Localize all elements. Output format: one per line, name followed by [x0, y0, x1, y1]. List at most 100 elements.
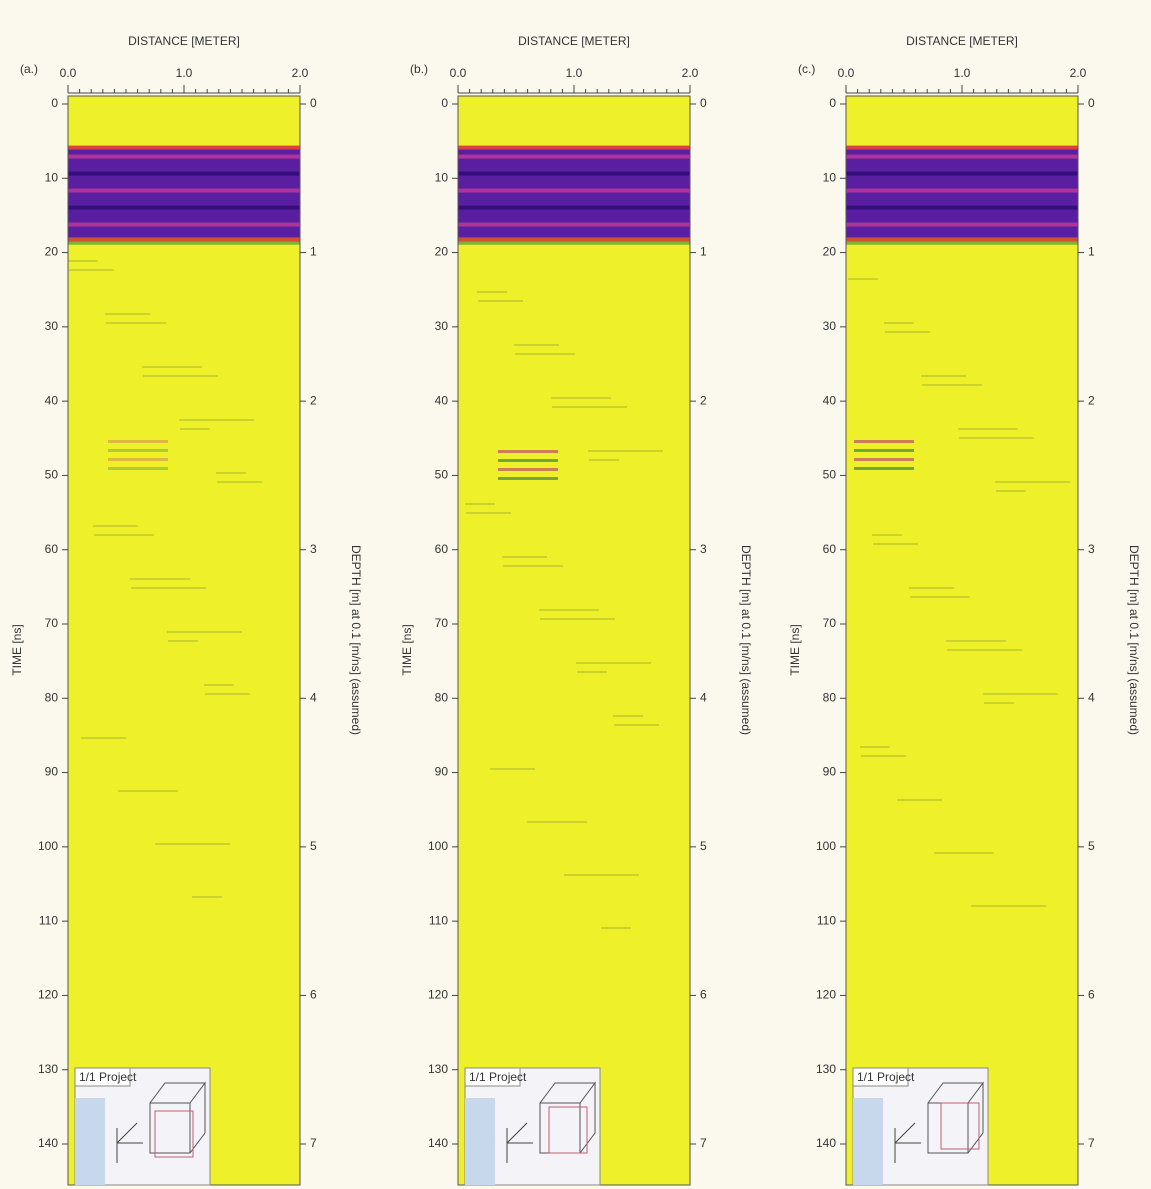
- y-tick-label: 60: [45, 542, 59, 556]
- anomaly: [108, 458, 168, 461]
- faint-reflector: [983, 693, 1058, 695]
- radargram-image: [458, 96, 690, 1185]
- faint-reflector: [946, 640, 1006, 642]
- y2-tick-label: 2: [700, 393, 707, 407]
- faint-reflector: [564, 874, 639, 876]
- band-edge: [68, 237, 300, 242]
- y2-tick-label: 3: [1088, 542, 1095, 556]
- band-stripe: [458, 188, 690, 193]
- y2-tick-label: 3: [700, 542, 707, 556]
- anomaly: [854, 449, 914, 452]
- y-tick-label: 10: [435, 170, 449, 184]
- inset-slice: [548, 1106, 588, 1154]
- faint-reflector: [155, 843, 230, 845]
- y-tick-label: 120: [428, 988, 448, 1002]
- anomaly: [108, 467, 168, 470]
- faint-reflector: [971, 905, 1046, 907]
- y-tick-label: 80: [823, 690, 837, 704]
- faint-reflector: [910, 596, 970, 598]
- band-stripe: [846, 154, 1078, 159]
- anomaly: [108, 449, 168, 452]
- y2-tick-label: 1: [700, 245, 707, 259]
- y-axis-title: TIME [ns]: [10, 624, 24, 675]
- anomaly: [498, 459, 558, 462]
- y-tick-label: 90: [823, 765, 837, 779]
- inset-axes: [506, 1122, 533, 1163]
- faint-reflector: [180, 428, 210, 430]
- band-stripe: [68, 171, 300, 176]
- x-axis-title: DISTANCE [METER]: [128, 34, 240, 48]
- faint-reflector: [576, 662, 651, 664]
- y-tick-label: 90: [45, 765, 59, 779]
- anomaly: [854, 440, 914, 443]
- y2-tick-label: 5: [700, 839, 707, 853]
- y2-tick-label: 6: [310, 988, 317, 1002]
- faint-reflector: [131, 587, 206, 589]
- y-axis-title: TIME [ns]: [400, 624, 414, 675]
- faint-reflector: [216, 472, 246, 474]
- y-tick-label: 120: [816, 988, 836, 1002]
- anomaly: [108, 440, 168, 443]
- band-edge: [846, 145, 1078, 150]
- y-tick-label: 130: [428, 1062, 448, 1076]
- faint-reflector: [959, 437, 1034, 439]
- inset-label-box: [852, 1067, 909, 1087]
- faint-reflector: [613, 715, 643, 717]
- faint-reflector: [515, 353, 575, 355]
- x-tick-label: 0.0: [60, 66, 77, 80]
- y2-axis-title: DEPTH [m] at 0.1 [m/ns] (assumed): [739, 545, 753, 735]
- faint-reflector: [69, 269, 114, 271]
- x-tick-label: 1.0: [566, 66, 583, 80]
- y-tick-label: 70: [435, 616, 449, 630]
- faint-reflector: [873, 543, 918, 545]
- anomaly: [854, 467, 914, 470]
- faint-reflector: [614, 724, 659, 726]
- y-tick-label: 110: [817, 913, 836, 927]
- y-tick-label: 100: [816, 839, 836, 853]
- faint-reflector: [552, 406, 627, 408]
- band-stripe: [68, 154, 300, 159]
- faint-reflector: [958, 428, 1018, 430]
- band-edge: [458, 145, 690, 150]
- y-tick-label: 50: [435, 468, 449, 482]
- y-tick-label: 130: [816, 1062, 836, 1076]
- y-tick-label: 100: [428, 839, 448, 853]
- y-tick-label: 120: [38, 988, 58, 1002]
- y2-axis-title: DEPTH [m] at 0.1 [m/ns] (assumed): [349, 545, 363, 735]
- y-tick-label: 20: [823, 245, 837, 259]
- inset-label: 1/1 Project: [857, 1070, 915, 1084]
- faint-reflector: [909, 587, 954, 589]
- y2-tick-label: 7: [1088, 1136, 1095, 1150]
- band-stripe: [846, 171, 1078, 176]
- y2-tick-label: 6: [1088, 988, 1095, 1002]
- faint-reflector: [503, 565, 563, 567]
- faint-reflector: [514, 344, 559, 346]
- band-stripe: [846, 188, 1078, 193]
- y-tick-label: 40: [435, 393, 449, 407]
- faint-reflector: [921, 375, 966, 377]
- y-tick-label: 130: [38, 1062, 58, 1076]
- faint-reflector: [527, 821, 587, 823]
- y-tick-label: 60: [435, 542, 449, 556]
- faint-reflector: [105, 313, 150, 315]
- y-tick-label: 30: [435, 319, 449, 333]
- y2-tick-label: 4: [700, 690, 707, 704]
- y-tick-label: 20: [435, 245, 449, 259]
- y-tick-label: 140: [816, 1136, 836, 1150]
- band-stripe: [68, 205, 300, 210]
- faint-reflector: [179, 419, 254, 421]
- band-edge: [68, 241, 300, 245]
- y-tick-label: 100: [38, 839, 58, 853]
- inset-bluebar: [75, 1098, 105, 1185]
- inset-label: 1/1 Project: [469, 1070, 527, 1084]
- faint-reflector: [93, 525, 138, 527]
- inset-cube: [149, 1081, 206, 1154]
- inset-axes: [894, 1122, 921, 1163]
- y-axis-title: TIME [ns]: [788, 624, 802, 675]
- inset-bluebar: [853, 1098, 883, 1185]
- faint-reflector: [540, 618, 615, 620]
- faint-reflector: [588, 450, 663, 452]
- y-tick-label: 0: [829, 96, 836, 110]
